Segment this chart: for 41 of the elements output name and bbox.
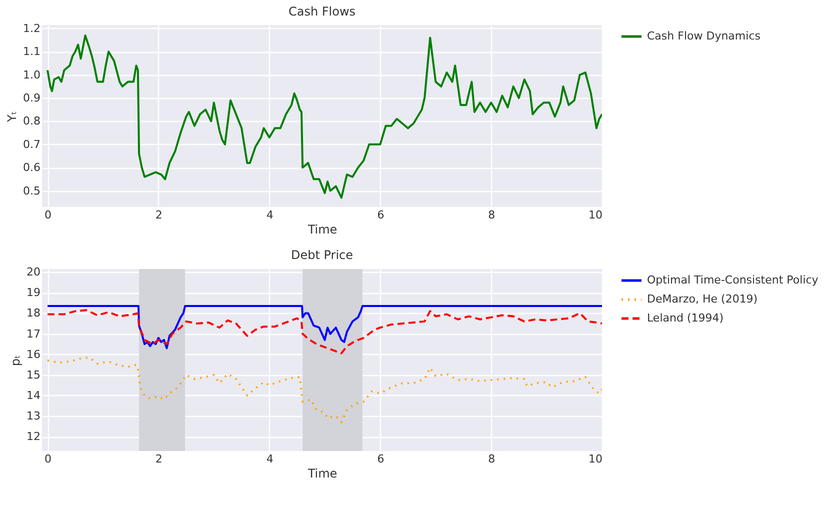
y-tick-label: 1.1 — [23, 45, 40, 58]
y-tick-label: 20 — [26, 266, 40, 279]
x-tick-label: 0 — [44, 452, 52, 466]
x-tick-label: 4 — [266, 452, 274, 466]
y-tick-label: 14 — [26, 388, 40, 402]
y-tick-label: 0.8 — [23, 114, 40, 128]
y-tick-label: 16 — [26, 348, 40, 361]
y-tick-label: 0.9 — [23, 92, 40, 105]
y-tick-label: 18 — [26, 306, 40, 320]
x-tick-label: 6 — [377, 208, 384, 222]
y-tick-label: 19 — [26, 286, 40, 300]
x-tick-label: 4 — [266, 208, 274, 222]
y-tick-label: 1.0 — [23, 68, 40, 82]
y-tick-label: 0.5 — [23, 184, 40, 198]
x-tick-label: 6 — [377, 452, 384, 466]
y-tick-label: 0.7 — [23, 138, 40, 151]
y-tick-label: 15 — [26, 368, 40, 382]
legend-label: Cash Flow Dynamics — [647, 30, 761, 42]
x-axis-title: Time — [306, 466, 338, 480]
x-tick-label: 10 — [588, 208, 602, 222]
line-series — [46, 356, 602, 424]
x-tick-label: 8 — [488, 208, 496, 222]
chart-title: Cash Flows — [288, 4, 356, 18]
y-axis-title: pₜ — [8, 354, 23, 366]
x-tick-label: 2 — [155, 208, 162, 222]
x-tick-label: 0 — [44, 208, 52, 222]
legend-label: Leland (1994) — [647, 312, 724, 324]
x-tick-label: 8 — [488, 452, 496, 466]
legend-label: Optimal Time-Consistent Policy — [647, 274, 819, 286]
y-axis-title: Yₜ — [5, 111, 20, 123]
y-tick-label: 1.2 — [23, 22, 40, 35]
x-axis-title: Time — [306, 222, 338, 236]
y-tick-label: 13 — [26, 410, 40, 423]
y-tick-label: 17 — [26, 327, 40, 340]
y-tick-label: 12 — [26, 430, 40, 444]
x-tick-label: 10 — [588, 452, 602, 466]
chart-title: Debt Price — [290, 248, 354, 262]
legend-label: DeMarzo, He (2019) — [647, 292, 758, 306]
y-tick-label: 0.6 — [23, 161, 40, 174]
line-series — [46, 34, 602, 199]
x-tick-label: 2 — [155, 452, 162, 466]
